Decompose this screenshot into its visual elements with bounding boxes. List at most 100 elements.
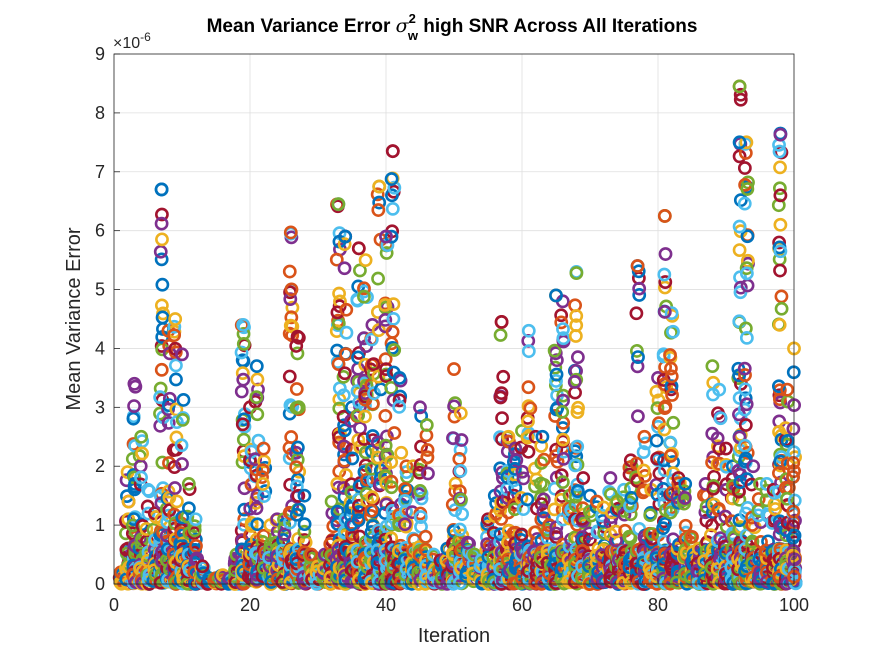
data-point [780,434,795,448]
data-point [521,444,536,459]
data-point [452,522,467,537]
data-point [331,357,346,371]
data-point [733,87,748,102]
data-point [337,261,352,276]
data-point [126,411,141,426]
data-point [339,347,353,362]
data-point [384,474,399,489]
data-point [370,435,385,450]
data-point [384,229,399,244]
data-point [786,519,800,534]
data-point [379,362,393,377]
data-point [523,401,538,416]
data-point [555,404,570,419]
data-point [337,237,352,252]
data-point [235,417,250,432]
data-point [155,207,169,222]
data-point [665,388,679,402]
data-point [664,369,679,384]
data-point [141,506,156,521]
data-point [255,470,269,484]
data-point [556,388,571,403]
data-point [351,241,366,256]
data-point [657,209,672,223]
data-point [378,438,393,453]
data-point [739,266,754,281]
data-point [733,92,748,107]
data-point [236,372,251,387]
data-point [774,301,789,316]
data-point [290,346,305,361]
data-point [786,456,801,470]
data-point [737,196,752,211]
data-point [501,429,516,444]
data-point [493,390,508,405]
data-point [394,445,409,460]
data-point [249,390,264,405]
data-point [740,229,755,244]
data-point [284,430,299,444]
data-point [244,516,259,530]
data-point [786,504,801,519]
data-point [719,441,733,456]
data-point [297,488,312,503]
data-point [773,217,788,232]
data-point [367,386,381,401]
data-point [603,471,618,485]
data-point [548,481,562,496]
x-axis-ticks: 0 20 40 60 80 100 [109,578,809,615]
data-point [629,456,644,471]
data-point [493,503,508,518]
data-point [285,300,300,315]
data-point [706,481,721,496]
data-point [773,160,787,175]
data-point [521,414,535,429]
data-point [399,504,413,518]
data-point [788,576,803,591]
data-point [134,470,148,485]
data-point [345,526,359,541]
data-point [493,328,508,342]
data-point [385,324,400,339]
data-point [712,456,727,471]
data-point [387,426,402,440]
data-point [154,216,169,231]
data-point [773,244,788,259]
data-point [496,369,511,384]
data-point [344,477,359,492]
data-point [345,451,360,466]
data-point [168,312,183,326]
data-point [745,518,760,532]
data-point [339,302,354,317]
data-point [567,375,582,389]
data-point [658,280,672,295]
data-point [454,492,468,507]
data-point [234,345,249,360]
data-point [554,315,569,330]
y-tick-label: 2 [95,456,105,476]
data-point [379,229,393,244]
data-point [337,366,352,381]
data-point [773,127,788,142]
data-point [413,400,427,415]
data-point [778,421,793,436]
data-point [556,331,571,346]
data-point [139,522,154,536]
data-point [169,372,183,387]
data-point [188,512,203,527]
data-point [549,367,564,382]
data-point [521,344,536,359]
data-point [453,406,468,421]
data-point [155,455,170,470]
data-point [677,484,692,499]
data-point [678,476,693,491]
data-point [508,481,523,495]
data-point [392,400,407,414]
data-point [160,534,174,549]
data-point [365,490,379,505]
data-point [772,181,787,196]
data-point [413,510,428,524]
data-point [447,362,461,376]
data-point [520,492,535,507]
data-point [339,325,354,340]
